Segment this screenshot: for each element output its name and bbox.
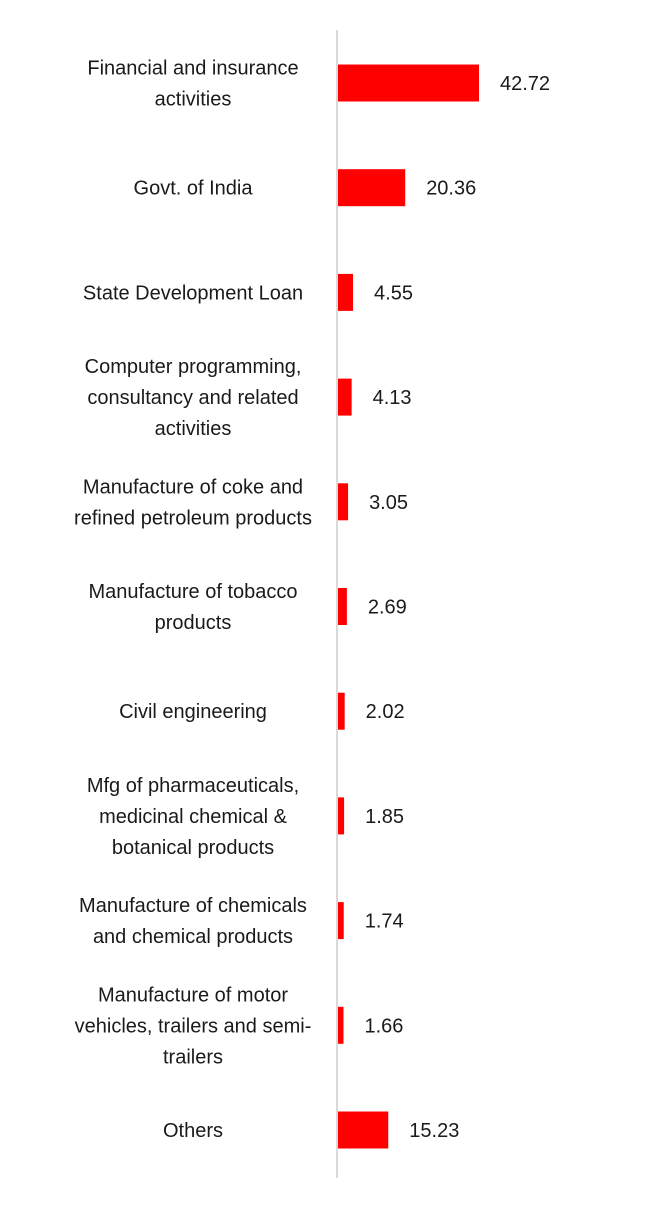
- category-tick-label: State Development Loan: [83, 282, 303, 304]
- category-tick-label: Manufacture of coke and refined petroleum…: [74, 476, 312, 529]
- category-label-line: Govt. of India: [134, 178, 254, 200]
- category-tick-label: Manufacture of chemicals and chemical pro…: [79, 895, 307, 948]
- category-label-line: Mfg of pharmaceuticals,: [87, 775, 299, 797]
- bar: [338, 1111, 389, 1149]
- bar-value-label: 1.85: [365, 806, 404, 828]
- category-tick-label: Computer programming, consultancy and rel…: [85, 356, 302, 440]
- category-label-line: Manufacture of motor: [98, 984, 288, 1006]
- bar: [338, 483, 349, 521]
- category-label-line: consultancy and related: [87, 387, 298, 409]
- category-tick-label: Manufacture of tobacco products: [88, 581, 297, 634]
- category-label-line: Civil engineering: [119, 701, 267, 723]
- bar: [338, 902, 344, 940]
- bar-value-label: 15.23: [409, 1120, 459, 1142]
- bar: [338, 378, 352, 416]
- bar: [338, 588, 347, 625]
- category-label-line: activities: [155, 418, 232, 440]
- bar: [338, 692, 345, 730]
- category-tick-label: Mfg of pharmaceuticals, medicinal chemica…: [87, 775, 299, 859]
- bar-value-label: 2.69: [368, 597, 407, 619]
- category-label-line: and chemical products: [93, 926, 293, 948]
- category-label-line: refined petroleum products: [74, 507, 312, 529]
- category-label-line: products: [155, 612, 232, 634]
- bar-value-label: 42.72: [500, 73, 550, 95]
- category-label-line: Manufacture of chemicals: [79, 895, 307, 917]
- category-label-line: Computer programming,: [85, 356, 302, 378]
- bar-value-label: 4.13: [373, 387, 412, 409]
- bar-value-label: 3.05: [369, 492, 408, 514]
- category-label-line: vehicles, trailers and semi-: [75, 1015, 312, 1037]
- bar-group: [338, 64, 479, 1149]
- bar-value-label: 1.74: [365, 911, 404, 933]
- bar-value-label: 20.36: [426, 178, 476, 200]
- category-tick-label: Govt. of India: [134, 178, 254, 200]
- category-tick-label: Others: [163, 1120, 223, 1142]
- bar: [338, 1006, 344, 1044]
- category-label-line: Others: [163, 1120, 223, 1142]
- category-label-line: Financial and insurance: [87, 58, 298, 80]
- bar: [338, 797, 345, 835]
- category-label-line: trailers: [163, 1046, 223, 1068]
- category-tick-label: Civil engineering: [119, 701, 267, 723]
- value-label-group: 42.72 20.36 4.55 4.13 3.05 2.69 2.02 1.85 1.74 1.…: [364, 73, 550, 1142]
- category-label-line: activities: [155, 89, 232, 111]
- bar-value-label: 1.66: [364, 1015, 403, 1037]
- category-tick-label: Manufacture of motor vehicles, trailers a…: [75, 984, 312, 1068]
- bar: [338, 273, 354, 311]
- category-label-line: medicinal chemical &: [99, 806, 288, 828]
- bar: [338, 64, 479, 102]
- category-label-line: State Development Loan: [83, 282, 303, 304]
- category-label-group: Financial and insurance activities Govt. o…: [74, 58, 312, 1143]
- category-label-line: botanical products: [112, 837, 274, 859]
- category-label-line: Manufacture of tobacco: [88, 581, 297, 603]
- category-label-line: Manufacture of coke and: [83, 476, 303, 498]
- bar-value-label: 2.02: [366, 701, 405, 723]
- category-tick-label: Financial and insurance activities: [87, 58, 298, 111]
- bar-value-label: 4.55: [374, 282, 413, 304]
- bar: [338, 169, 406, 207]
